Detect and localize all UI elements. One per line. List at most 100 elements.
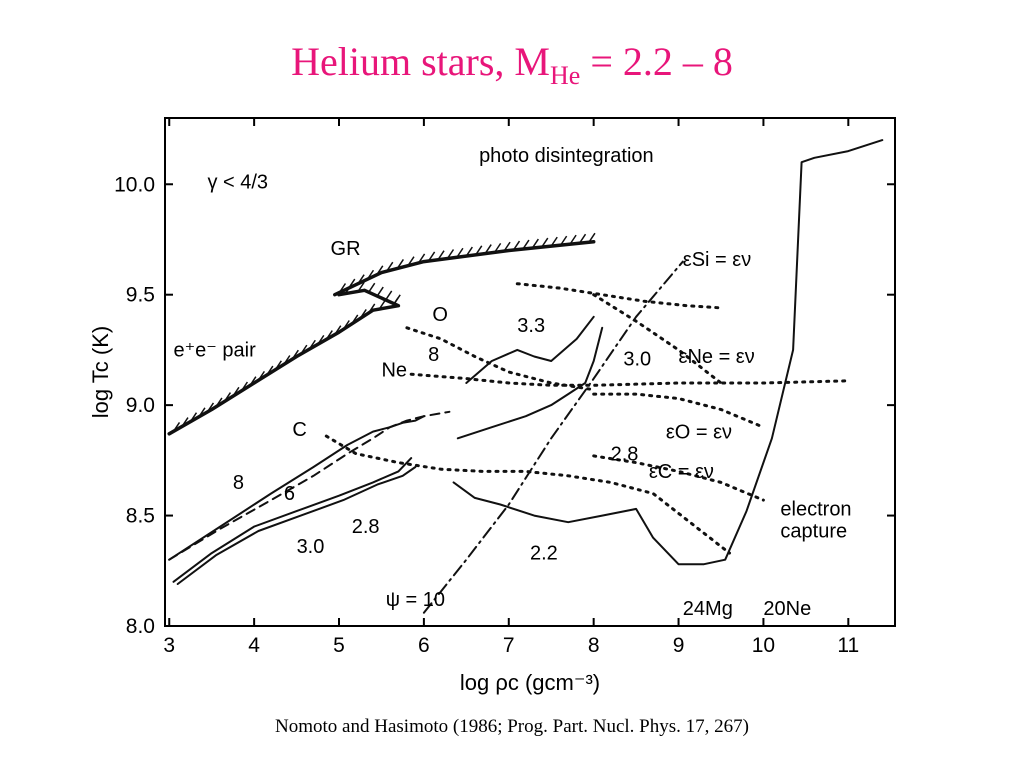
x-axis-label: log ρc (gcm⁻³) [460, 670, 600, 695]
hatch-mark [240, 381, 249, 392]
annotation-label: Ne [381, 359, 407, 381]
annotation-label: photo disintegration [479, 145, 654, 167]
annotation-label: capture [780, 521, 847, 543]
hatch-mark [475, 245, 483, 256]
annotation-label: 24Mg [683, 598, 733, 620]
hatch-mark [578, 233, 587, 244]
annotation-label: 2.2 [530, 543, 558, 565]
y-tick-label: 9.0 [126, 394, 155, 417]
x-tick-label: 7 [503, 634, 515, 657]
x-tick-label: 11 [837, 634, 859, 657]
title-subscript: He [549, 61, 581, 90]
annotation-label: εSi = εν [683, 249, 751, 271]
hatch-mark [396, 259, 404, 269]
hatch-mark [274, 360, 282, 371]
hatch-mark [376, 286, 384, 297]
x-tick-label: 8 [588, 634, 600, 657]
series-line-5 [456, 326, 604, 440]
hatch-mark [232, 386, 240, 397]
x-tick-label: 10 [752, 634, 775, 657]
y-axis-label: log Tc (K) [88, 326, 113, 419]
annotation-label: 8 [233, 472, 244, 494]
hatch-mark [357, 281, 365, 292]
title-main: Helium stars, M [291, 39, 550, 84]
hatch-mark [249, 376, 257, 387]
hatch-mark [368, 282, 376, 293]
series-line-7 [405, 326, 596, 392]
series-line-15 [333, 239, 596, 297]
hatch-mark [386, 261, 394, 272]
annotation-label: C [292, 419, 306, 441]
hatch-mark [366, 269, 375, 280]
hatch-mark [172, 421, 181, 432]
annotation-label: ψ = 10 [386, 589, 445, 611]
citation-caption: Nomoto and Hasimoto (1986; Prog. Part. N… [275, 716, 749, 737]
hatch-mark [484, 244, 492, 255]
hatch-mark [206, 402, 215, 413]
hatch-mark [385, 290, 393, 301]
series-line-3 [176, 466, 417, 585]
series-line-11 [592, 293, 723, 385]
series-line-13 [592, 454, 765, 502]
annotation-label: γ < 4/3 [207, 172, 268, 194]
hatch-mark [437, 250, 445, 261]
hatch-mark [317, 334, 325, 345]
hatch-mark [291, 349, 299, 360]
slide-title: Helium stars, MHe = 2.2 – 8 [0, 38, 1024, 91]
x-tick-label: 5 [333, 634, 345, 657]
hatch-mark [494, 242, 502, 253]
hatch-mark [308, 339, 316, 350]
hatch-mark [560, 235, 568, 246]
title-tail: = 2.2 – 8 [580, 39, 733, 84]
hatch-mark [512, 240, 521, 251]
hatch-mark [531, 238, 539, 249]
annotation-label: 2.8 [611, 443, 639, 465]
hatch-mark [189, 412, 198, 423]
hatch-mark [198, 407, 206, 418]
hatch-mark [522, 239, 530, 250]
series-line-6 [452, 139, 884, 566]
x-tick-label: 9 [673, 634, 685, 657]
annotation-label: 8 [428, 344, 439, 366]
plot-frame [164, 117, 896, 627]
hatch-mark [465, 246, 473, 257]
hatch-mark [569, 234, 577, 245]
series-line-10 [515, 282, 723, 310]
hatch-mark [357, 274, 365, 285]
chart: 3 4 5 6 7 8 9 10 11 8.0 8.5 9.0 9.5 10.0 photo disint… [88, 117, 896, 695]
series-line-2 [172, 457, 413, 583]
hatch-mark [300, 344, 308, 355]
hatch-mark [215, 397, 223, 408]
y-tick-label: 8.5 [126, 505, 155, 528]
annotation-label: 3.3 [517, 315, 545, 337]
hatch-mark [503, 241, 511, 252]
annotation-label: GR [331, 238, 361, 260]
hatch-mark [325, 330, 333, 340]
hatch-mark [223, 392, 232, 403]
hatch-mark [378, 299, 386, 310]
annotation-layer: photo disintegration γ < 4/3 GR e⁺e⁻ pair O 8… [173, 145, 851, 620]
x-tick-label: 4 [248, 634, 260, 657]
series-line-14 [422, 260, 684, 614]
hatch-mark [266, 365, 274, 376]
hatch-mark [588, 232, 596, 243]
annotation-label: 2.8 [352, 516, 380, 538]
series-line-1 [168, 410, 451, 561]
hatch-mark [338, 283, 347, 293]
y-tick-label: 9.5 [126, 284, 155, 307]
annotation-label: electron [780, 499, 851, 521]
annotation-label: 20Ne [763, 598, 811, 620]
annotation-label: 3.0 [297, 536, 325, 558]
series-line-12 [592, 392, 765, 429]
hatch-mark [407, 256, 415, 267]
axis-ticks: 3 4 5 6 7 8 9 10 11 8.0 8.5 9.0 9.5 10.0 [114, 118, 895, 657]
hatch-mark [376, 265, 384, 276]
annotation-label: εO = εν [666, 421, 732, 443]
annotation-label: O [432, 304, 448, 326]
series-layer [167, 139, 884, 614]
hatch-mark [541, 237, 549, 248]
hatch-mark [417, 253, 426, 264]
annotation-label: 6 [284, 483, 295, 505]
hatch-mark [181, 417, 189, 427]
annotation-label: e⁺e⁻ pair [173, 340, 256, 362]
